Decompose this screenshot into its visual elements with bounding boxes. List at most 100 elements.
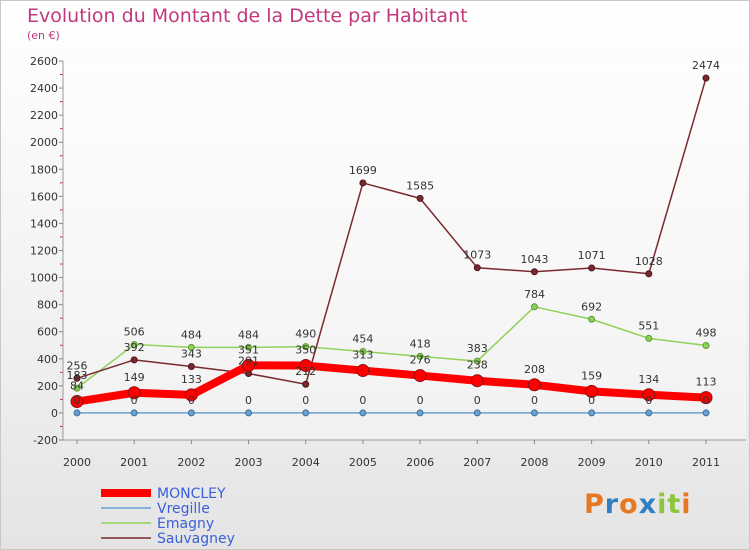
x-tick-label: 2002 <box>177 456 205 469</box>
data-point-vregille <box>245 409 253 417</box>
data-label-moncley: 238 <box>467 359 488 372</box>
data-point-sauvagney <box>416 194 424 202</box>
data-label-emagny: 383 <box>467 342 488 355</box>
data-point-vregille <box>645 409 653 417</box>
data-label-emagny: 498 <box>696 327 717 340</box>
data-point-sauvagney <box>302 380 310 388</box>
data-point-moncley <box>585 384 599 398</box>
data-point-moncley <box>70 395 84 409</box>
y-tick-label: 0 <box>51 407 58 420</box>
data-label-emagny: 484 <box>181 328 202 341</box>
data-point-moncley <box>527 378 541 392</box>
series-line-emagny <box>76 306 707 389</box>
data-label-emagny: 692 <box>581 300 602 313</box>
data-point-vregille <box>588 409 596 417</box>
data-point-moncley <box>242 358 256 372</box>
data-label-emagny: 551 <box>638 319 659 332</box>
data-point-sauvagney <box>530 268 538 276</box>
data-point-emagny <box>530 303 538 311</box>
legend-label-sauvagney: Sauvagney <box>157 531 235 547</box>
data-label-emagny: 183 <box>67 369 88 382</box>
data-label-sauvagney: 392 <box>124 341 145 354</box>
data-point-sauvagney <box>473 264 481 272</box>
x-tick-label: 2005 <box>349 456 377 469</box>
data-point-moncley <box>642 388 656 402</box>
data-point-emagny <box>645 334 653 342</box>
data-label-vregille: 0 <box>74 394 81 407</box>
data-label-sauvagney: 1585 <box>406 179 434 192</box>
data-point-emagny <box>416 352 424 360</box>
x-tick-label: 2010 <box>635 456 663 469</box>
data-point-vregille <box>530 409 538 417</box>
data-point-vregille <box>473 409 481 417</box>
series-line-sauvagney <box>76 77 707 385</box>
y-tick-label: 200 <box>37 380 58 393</box>
data-label-vregille: 0 <box>474 394 481 407</box>
data-label-sauvagney: 1071 <box>578 249 606 262</box>
data-label-vregille: 0 <box>302 394 309 407</box>
x-tick-label: 2000 <box>63 456 91 469</box>
logo-letter: t <box>667 489 682 520</box>
data-label-vregille: 0 <box>245 394 252 407</box>
chart-title: Evolution du Montant de la Dette par Hab… <box>27 5 468 27</box>
data-point-moncley <box>470 374 484 388</box>
data-point-vregille <box>702 409 710 417</box>
y-tick-label: 800 <box>37 299 58 312</box>
data-label-vregille: 0 <box>417 394 424 407</box>
data-label-emagny: 506 <box>124 325 145 338</box>
data-point-sauvagney <box>645 270 653 278</box>
data-point-sauvagney <box>73 374 81 382</box>
data-label-moncley: 84 <box>70 380 84 393</box>
data-label-sauvagney: 291 <box>238 355 259 368</box>
data-point-moncley <box>299 359 313 373</box>
data-label-sauvagney: 1028 <box>635 255 663 268</box>
logo-letter: i <box>681 489 692 520</box>
data-point-emagny <box>187 343 195 351</box>
data-label-vregille: 0 <box>359 394 366 407</box>
x-tick-label: 2004 <box>292 456 320 469</box>
data-point-emagny <box>302 343 310 351</box>
data-label-moncley: 208 <box>524 363 545 376</box>
y-tick-label: 2600 <box>30 55 58 68</box>
data-label-sauvagney: 1073 <box>463 249 491 262</box>
proxiti-logo: Proxiti <box>584 489 692 520</box>
data-label-emagny: 454 <box>352 332 373 345</box>
logo-letter: o <box>619 489 639 520</box>
x-tick-label: 2001 <box>120 456 148 469</box>
data-label-vregille: 0 <box>188 394 195 407</box>
y-tick-label: 2400 <box>30 82 58 95</box>
data-point-vregille <box>359 409 367 417</box>
legend-label-vregille: Vregille <box>157 501 210 517</box>
data-label-emagny: 418 <box>410 337 431 350</box>
data-point-moncley <box>127 386 141 400</box>
data-point-sauvagney <box>588 264 596 272</box>
data-point-sauvagney <box>359 179 367 187</box>
data-point-vregille <box>130 409 138 417</box>
data-point-vregille <box>416 409 424 417</box>
data-label-sauvagney: 1699 <box>349 164 377 177</box>
data-label-sauvagney: 2474 <box>692 59 720 72</box>
data-point-emagny <box>588 315 596 323</box>
x-tick-label: 2003 <box>235 456 263 469</box>
data-point-emagny <box>130 340 138 348</box>
data-label-vregille: 0 <box>131 394 138 407</box>
data-point-moncley <box>356 364 370 378</box>
x-tick-label: 2009 <box>578 456 606 469</box>
data-label-moncley: 133 <box>181 373 202 386</box>
data-point-emagny <box>473 357 481 365</box>
data-point-emagny <box>73 384 81 392</box>
legend-label-emagny: Emagny <box>157 516 214 532</box>
data-label-moncley: 276 <box>410 354 431 367</box>
y-tick-label: 1400 <box>30 217 58 230</box>
logo-letter: i <box>657 489 668 520</box>
data-point-emagny <box>245 343 253 351</box>
data-point-sauvagney <box>187 363 195 371</box>
x-tick-label: 2006 <box>406 456 434 469</box>
data-point-vregille <box>187 409 195 417</box>
data-point-moncley <box>699 391 713 405</box>
data-label-vregille: 0 <box>703 394 710 407</box>
data-label-emagny: 490 <box>295 328 316 341</box>
data-label-emagny: 484 <box>238 328 259 341</box>
y-tick-label: 1200 <box>30 245 58 258</box>
